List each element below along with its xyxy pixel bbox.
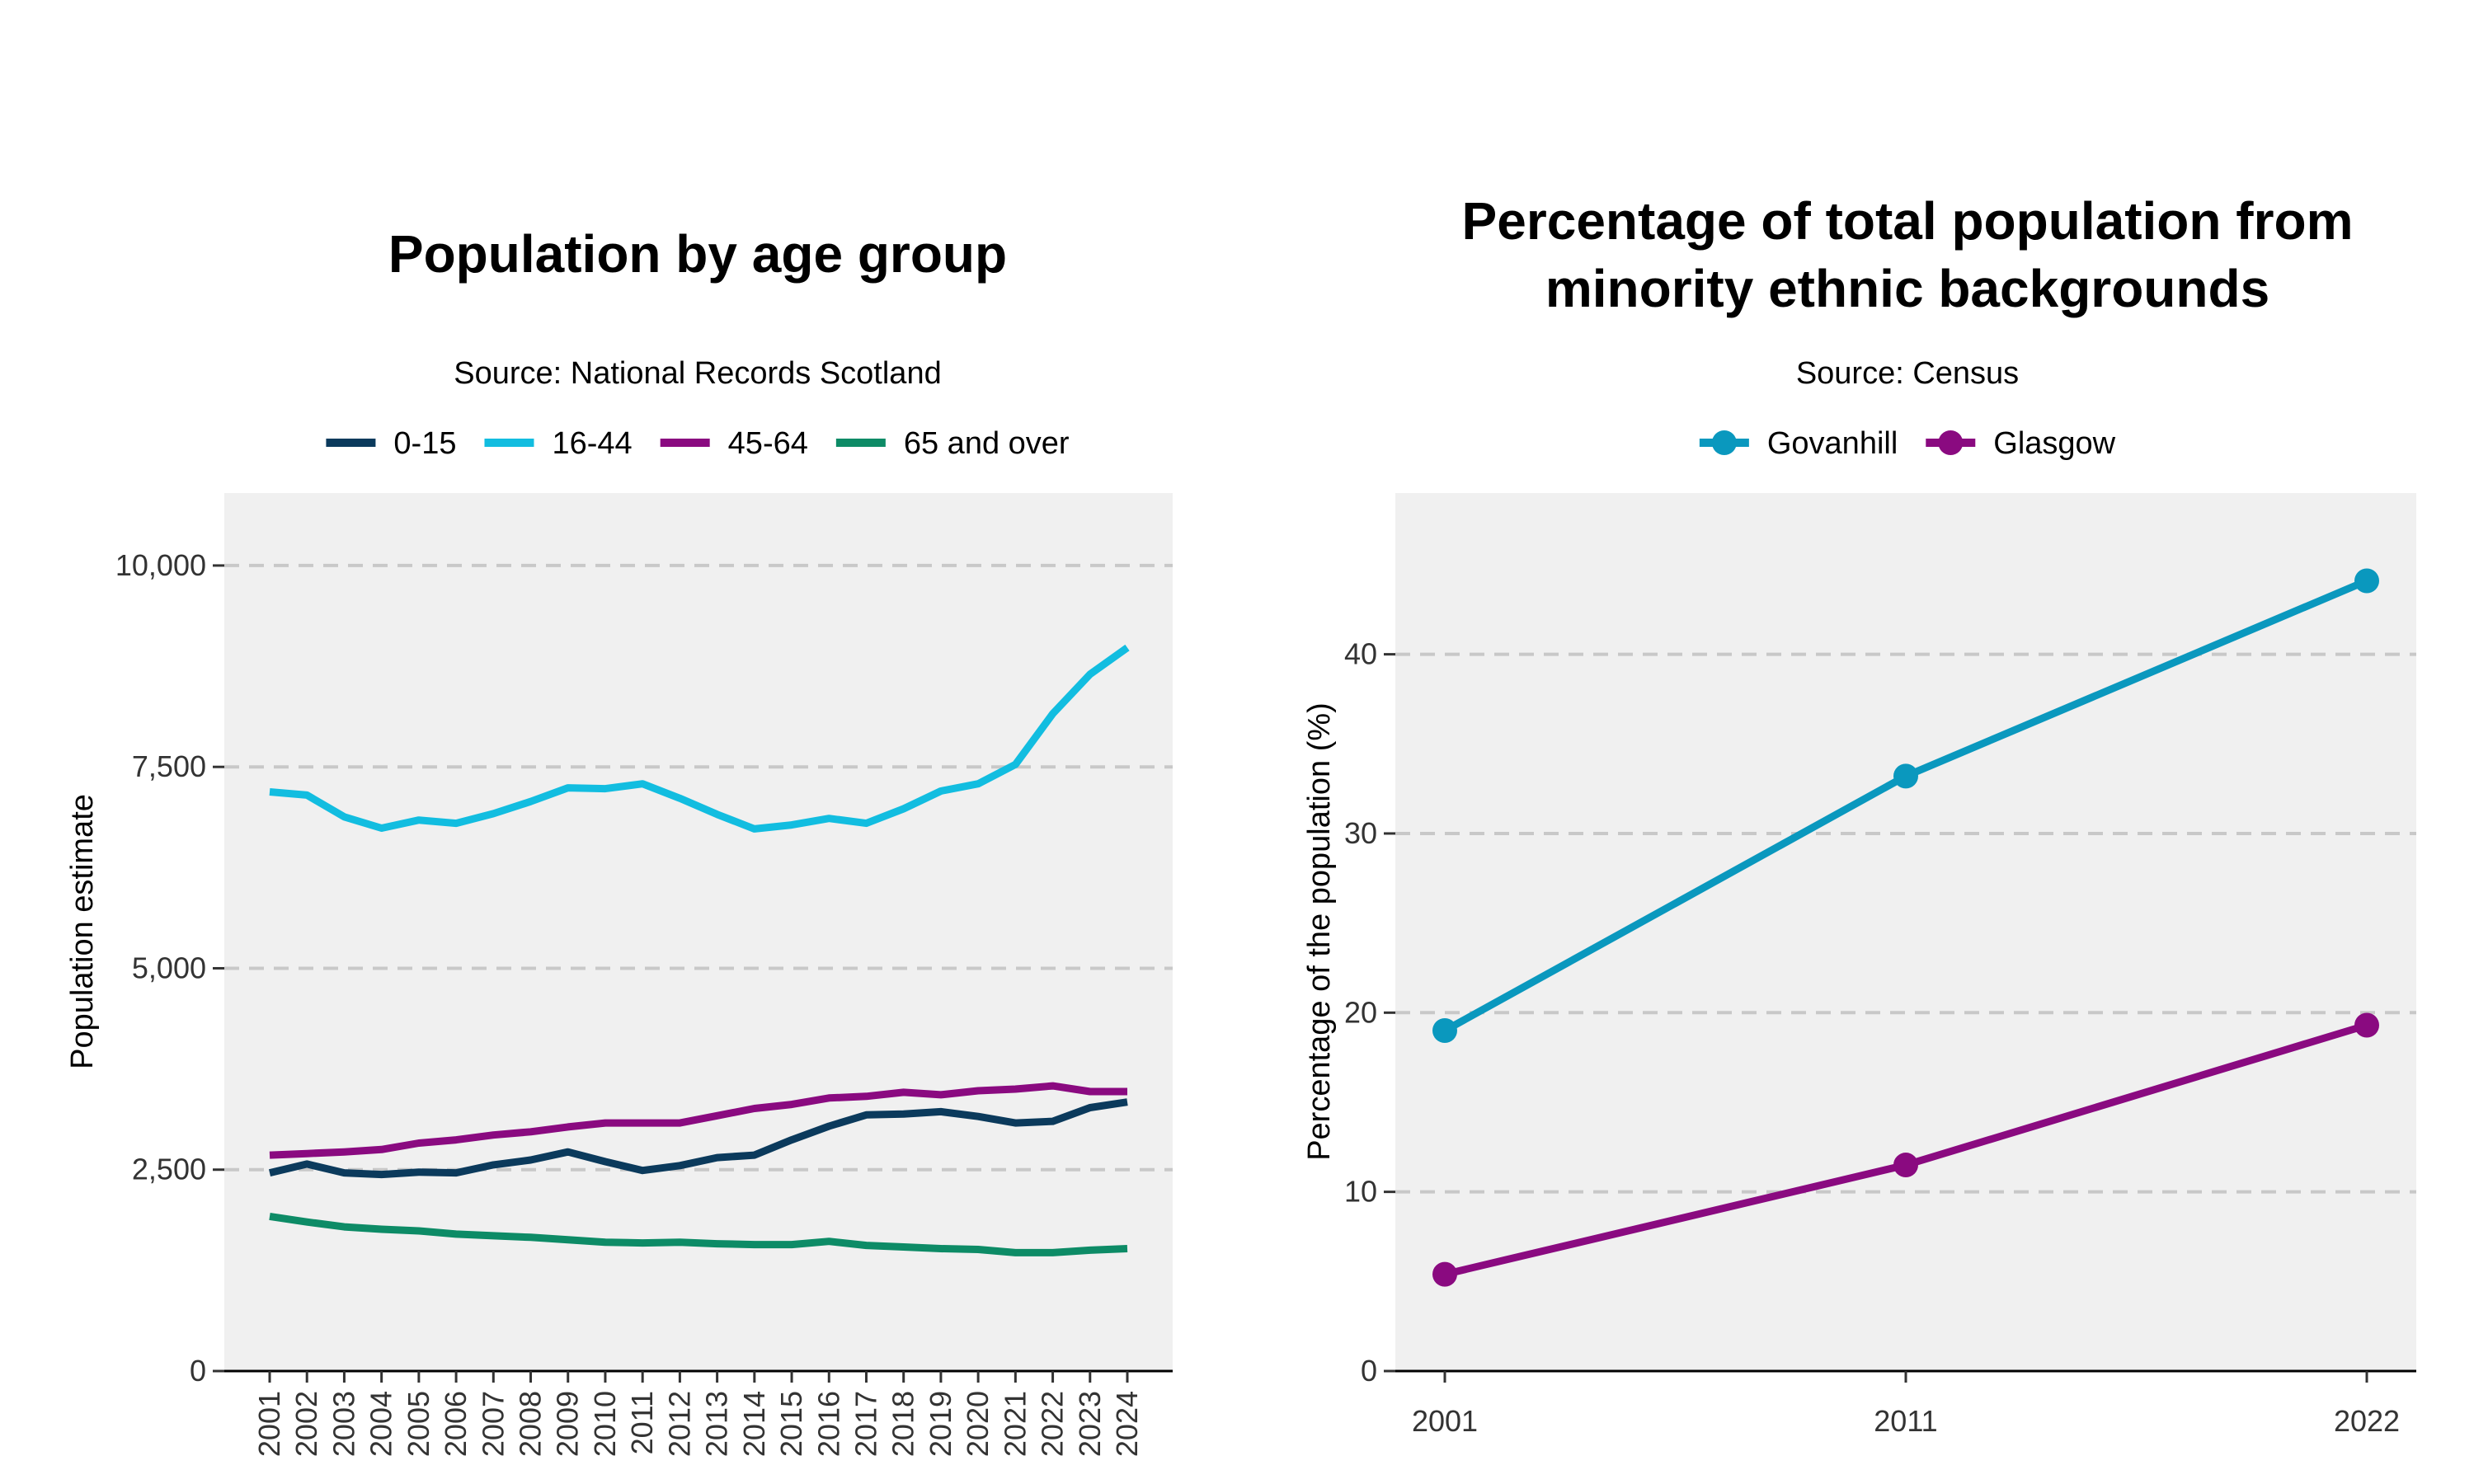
- population-x-tick-label: 2023: [1073, 1391, 1107, 1457]
- population-gridlines: [224, 563, 1173, 1172]
- data-point-govanhill: [2354, 568, 2379, 594]
- ethnicity-y-axis-title: Percentage of the population (%): [1302, 702, 1337, 1161]
- data-point-glasgow: [1893, 1153, 1918, 1178]
- ethnicity-gridlines: [1395, 652, 2416, 1194]
- series-line-65-and-over: [269, 1212, 1128, 1256]
- population-x-tick-label: 2009: [551, 1391, 585, 1457]
- ethnicity-y-tick-label: 0: [1361, 1354, 1377, 1388]
- data-point-govanhill: [1893, 763, 1918, 789]
- ethnicity-chart-title-line-2: minority ethnic backgrounds: [1545, 259, 2269, 318]
- population-x-tick-label: 2001: [252, 1391, 286, 1457]
- ethnicity-x-tick-label: 2022: [2334, 1404, 2400, 1438]
- ethnicity-x-tick-label: 2001: [1412, 1404, 1478, 1438]
- legend-marker-glasgow: [1938, 430, 1964, 455]
- population-chart-source: Source: National Records Scotland: [454, 356, 941, 391]
- ethnicity-y-tick-label: 10: [1344, 1175, 1377, 1209]
- series-line-16-44: [269, 644, 1130, 833]
- population-x-tick-label: 2002: [289, 1391, 323, 1457]
- population-y-tick-label: 10,000: [115, 548, 206, 582]
- ethnicity-y-tick-label: 30: [1344, 816, 1377, 850]
- population-x-tick-label: 2008: [514, 1391, 548, 1457]
- population-chart-legend: 0-15 16-44 45-64 65 and over: [326, 426, 1070, 461]
- population-x-tick-label: 2016: [811, 1391, 845, 1457]
- ethnicity-chart-title-line-1: Percentage of total population from: [1462, 191, 2354, 251]
- legend-label-govanhill: Govanhill: [1767, 426, 1898, 461]
- data-point-govanhill: [1432, 1018, 1457, 1044]
- population-series-lines: [268, 644, 1130, 1256]
- series-line-0-15: [268, 1098, 1128, 1179]
- population-x-tick-label: 2018: [887, 1391, 920, 1457]
- population-x-tick-label: 2005: [402, 1391, 435, 1457]
- population-x-tick-label: 2014: [737, 1391, 771, 1457]
- population-chart: Population by age group Source: National…: [65, 224, 1173, 1457]
- population-x-tick-label: 2019: [924, 1391, 957, 1457]
- population-y-tick-label: 2,500: [132, 1153, 206, 1186]
- population-chart-title: Population by age group: [388, 224, 1007, 284]
- data-point-glasgow: [2354, 1012, 2379, 1038]
- ethnicity-chart: Percentage of total population from mino…: [1302, 191, 2416, 1438]
- population-x-tick-label: 2010: [588, 1391, 622, 1457]
- population-x-tick-label: 2021: [998, 1391, 1032, 1457]
- population-x-tick-label: 2012: [662, 1391, 696, 1457]
- legend-label-glasgow: Glasgow: [1993, 426, 2115, 461]
- population-x-tick-label: 2022: [1036, 1391, 1070, 1457]
- population-x-tick-label: 2024: [1110, 1391, 1144, 1457]
- series-line-45-64: [269, 1082, 1127, 1159]
- legend-label-16-44: 16-44: [552, 426, 632, 461]
- ethnicity-y-tick-label: 40: [1344, 637, 1377, 671]
- population-x-tick-label: 2017: [849, 1391, 882, 1457]
- population-x-tick-label: 2020: [961, 1391, 995, 1457]
- ethnicity-chart-legend: Govanhill Glasgow: [1699, 426, 2116, 461]
- population-x-tick-label: 2003: [327, 1391, 360, 1457]
- population-x-tick-label: 2006: [439, 1391, 473, 1457]
- population-y-tick-label: 5,000: [132, 951, 206, 984]
- ethnicity-chart-source: Source: Census: [1796, 356, 2019, 391]
- ethnicity-x-tick-label: 2011: [1874, 1404, 1937, 1438]
- legend-label-65-and-over: 65 and over: [904, 426, 1070, 461]
- population-plot-panel: [224, 493, 1173, 1371]
- ethnicity-series-lines: [1432, 568, 2379, 1287]
- population-x-ticks: 2001 2002 2003 2004 2005 2006 2007 2008 2009 2010…: [252, 1371, 1144, 1457]
- population-y-ticks: 0 2,500 5,000 7,500 10,000: [115, 548, 224, 1388]
- legend-label-0-15: 0-15: [393, 426, 456, 461]
- data-point-glasgow: [1432, 1261, 1457, 1287]
- population-x-tick-label: 2007: [476, 1391, 510, 1457]
- ethnicity-y-ticks: 0 10 20 30 40: [1344, 637, 1395, 1388]
- population-x-tick-label: 2011: [625, 1391, 659, 1454]
- legend-label-45-64: 45-64: [728, 426, 808, 461]
- population-x-tick-label: 2013: [700, 1391, 734, 1457]
- population-y-tick-label: 0: [190, 1354, 206, 1388]
- population-x-tick-label: 2004: [365, 1391, 398, 1457]
- ethnicity-y-tick-label: 20: [1344, 995, 1377, 1029]
- ethnicity-x-ticks: 2001 2011 2022: [1412, 1371, 2400, 1438]
- population-x-tick-label: 2015: [774, 1391, 808, 1457]
- population-y-axis-title: Population estimate: [65, 794, 100, 1069]
- ethnicity-plot-panel: [1395, 493, 2416, 1371]
- population-y-tick-label: 7,500: [132, 749, 206, 783]
- legend-marker-govanhill: [1711, 430, 1737, 455]
